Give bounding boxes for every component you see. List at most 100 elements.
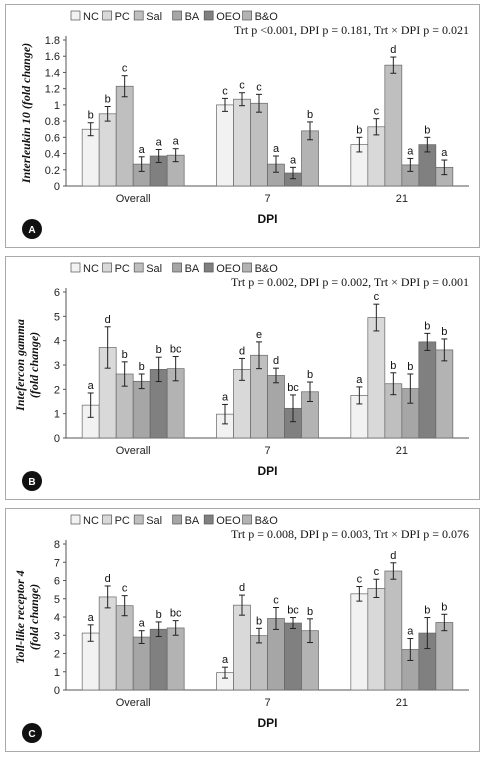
bar bbox=[98, 596, 117, 691]
y-tick-label: 5 bbox=[54, 311, 60, 323]
legend-swatch bbox=[70, 10, 81, 21]
y-tick-label: 0.4 bbox=[45, 149, 60, 161]
legend-label: OEO bbox=[216, 515, 241, 527]
bar bbox=[233, 604, 251, 691]
legend-label: B&O bbox=[255, 263, 279, 275]
significance-letter: c bbox=[374, 566, 380, 578]
significance-letter: bc bbox=[287, 605, 299, 617]
bar bbox=[250, 102, 268, 187]
legend-label: NC bbox=[83, 263, 99, 275]
legend-label: OEO bbox=[216, 263, 241, 275]
significance-letter: c bbox=[122, 583, 128, 595]
significance-letter: b bbox=[307, 606, 313, 618]
significance-letter: b bbox=[441, 601, 447, 613]
significance-letter: b bbox=[156, 609, 162, 621]
significance-letter: a bbox=[273, 143, 280, 155]
bar bbox=[98, 113, 117, 187]
y-tick-label: 6 bbox=[54, 287, 60, 299]
significance-letter: a bbox=[441, 147, 448, 159]
x-axis-label: DPI bbox=[257, 212, 277, 226]
significance-letter: c bbox=[374, 291, 380, 303]
legend-swatch bbox=[102, 514, 112, 525]
significance-letter: b bbox=[407, 361, 413, 373]
significance-letter: d bbox=[105, 573, 111, 585]
significance-letter: c bbox=[122, 63, 128, 75]
bar bbox=[384, 570, 403, 691]
significance-letter: a bbox=[139, 144, 146, 156]
y-tick-label: 6 bbox=[54, 576, 60, 588]
x-tick-label: 21 bbox=[396, 445, 408, 457]
x-tick-label: Overall bbox=[116, 445, 151, 457]
legend-swatch bbox=[203, 262, 214, 273]
y-tick-label: 0 bbox=[54, 433, 60, 445]
significance-letter: a bbox=[88, 380, 95, 392]
y-tick-label: 7 bbox=[54, 557, 60, 569]
legend-swatch bbox=[102, 262, 112, 273]
bar bbox=[132, 380, 151, 439]
bar bbox=[418, 341, 437, 439]
chart-panel-c: NC PC Sal BA OEO B&O Trt p = 0.008, DPI p = 0.… bbox=[5, 508, 480, 752]
y-tick-label: 1.8 bbox=[45, 35, 60, 47]
legend-label: NC bbox=[83, 11, 99, 23]
legend-swatch bbox=[242, 514, 252, 525]
panel-badge-label: C bbox=[28, 729, 35, 740]
significance-letter: b bbox=[424, 605, 430, 617]
panel-badge-label: B bbox=[28, 477, 35, 488]
significance-letter: b bbox=[390, 360, 396, 372]
y-tick-label: 4 bbox=[54, 336, 60, 348]
significance-letter: b bbox=[307, 109, 313, 121]
significance-letter: bc bbox=[170, 343, 182, 355]
significance-letter: e bbox=[256, 329, 262, 341]
significance-letter: a bbox=[407, 626, 414, 638]
y-tick-label: 4 bbox=[54, 612, 60, 624]
y-tick-label: 3 bbox=[54, 630, 60, 642]
bar bbox=[367, 126, 386, 187]
bar bbox=[149, 628, 168, 691]
significance-letter: d bbox=[390, 44, 396, 56]
significance-letter: a bbox=[88, 612, 95, 624]
panel-badge-label: A bbox=[28, 225, 35, 236]
legend-swatch bbox=[242, 10, 252, 21]
y-tick-label: 1.2 bbox=[45, 84, 60, 96]
panel-badge bbox=[22, 723, 42, 743]
y-tick-label: 1 bbox=[54, 100, 60, 112]
x-tick-label: Overall bbox=[116, 193, 151, 205]
legend-swatch bbox=[172, 10, 182, 21]
legend: NC PC Sal BA OEO B&O bbox=[70, 262, 279, 275]
bar bbox=[284, 622, 302, 691]
legend-swatch bbox=[133, 514, 144, 525]
y-tick-label: 1 bbox=[54, 667, 60, 679]
y-tick-label: 5 bbox=[54, 594, 60, 606]
bar bbox=[367, 317, 386, 439]
significance-letter: b bbox=[441, 326, 447, 338]
y-tick-label: 1 bbox=[54, 409, 60, 421]
y-tick-label: 8 bbox=[54, 539, 60, 551]
stats-text: Trt p = 0.002, DPI p = 0.002, Trt × DPI … bbox=[231, 275, 469, 289]
legend-swatch bbox=[203, 514, 214, 525]
bar bbox=[384, 64, 403, 187]
x-tick-label: 21 bbox=[396, 193, 408, 205]
significance-letter: bc bbox=[170, 608, 182, 620]
bar bbox=[350, 593, 369, 691]
stats-text: Trt p = 0.008, DPI p = 0.003, Trt × DPI … bbox=[231, 527, 469, 541]
legend-label: PC bbox=[115, 11, 130, 23]
significance-letter: b bbox=[88, 110, 94, 122]
bar bbox=[367, 587, 386, 691]
y-tick-label: 0 bbox=[54, 685, 60, 697]
y-tick-label: 0.2 bbox=[45, 165, 60, 177]
legend-swatch bbox=[242, 262, 252, 273]
x-tick-label: 21 bbox=[396, 697, 408, 709]
significance-letter: d bbox=[105, 314, 111, 326]
significance-letter: c bbox=[273, 595, 279, 607]
legend: NC PC Sal BA OEO B&O bbox=[70, 514, 279, 527]
y-tick-label: 0.8 bbox=[45, 116, 60, 128]
x-axis-label: DPI bbox=[257, 716, 277, 730]
legend-label: Sal bbox=[146, 515, 162, 527]
legend-label: B&O bbox=[255, 515, 279, 527]
x-tick-label: 7 bbox=[264, 445, 270, 457]
chart-panel-a: NC PC Sal BA OEO B&O Trt p <0.001, DPI p = 0.1… bbox=[5, 4, 480, 248]
significance-letter: b bbox=[105, 94, 111, 106]
significance-letter: a bbox=[407, 145, 414, 157]
